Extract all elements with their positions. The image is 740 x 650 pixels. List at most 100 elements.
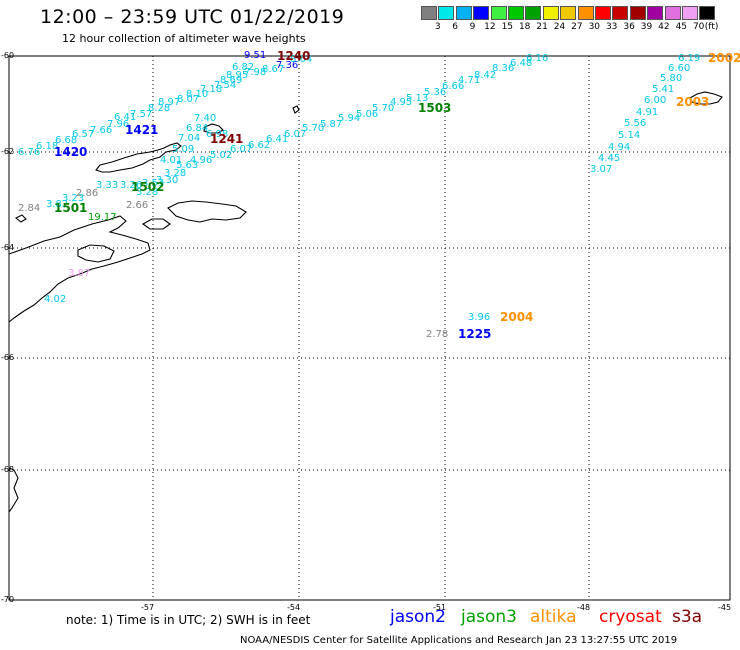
wave-height-label: 4.91 [636, 107, 658, 118]
antarctic-peninsula [8, 215, 151, 323]
colorbar-swatch [699, 6, 716, 20]
wave-height-label: 3.28 [136, 187, 158, 198]
colorbar-swatch [438, 6, 455, 20]
wave-height-label: 5.14 [618, 130, 640, 141]
pass-time-label: 1501 [54, 201, 87, 215]
south-orkney-islands [689, 91, 723, 105]
wave-height-label: 7.18 [200, 84, 222, 95]
wave-height-label: 4.94 [608, 142, 630, 153]
wave-height-label: 5.70 [302, 123, 324, 134]
wave-height-label: 6.60 [668, 63, 690, 74]
map-subtitle: 12 hour collection of altimeter wave hei… [62, 32, 306, 45]
james-ross-island [77, 244, 115, 263]
wave-height-label: 6.41 [114, 112, 136, 123]
colorbar-swatch [682, 6, 698, 20]
joinville-island [167, 200, 247, 223]
wave-height-label: 5.80 [660, 73, 682, 84]
latitude-label: -66 [1, 353, 15, 362]
wave-height-label: 6.16 [526, 53, 548, 64]
pass-time-label: 1502 [131, 180, 164, 194]
graticule [9, 56, 730, 600]
footer-note: note: 1) Time is in UTC; 2) SWH is in fe… [66, 613, 311, 627]
wave-height-label: 6.68 [55, 135, 77, 146]
wave-height-label: 8.69 [220, 75, 242, 86]
wave-height-label: 2.86 [76, 188, 98, 199]
colorbar-swatch [612, 6, 629, 20]
legend-cryosat: cryosat [599, 607, 662, 627]
colorbar-swatch [525, 6, 542, 20]
legend-jason2: jason2 [390, 607, 446, 627]
wave-height-label: 5.70 [372, 103, 394, 114]
coastline [8, 91, 723, 513]
wave-height-label: 8.95 [226, 70, 248, 81]
colorbar-tick-label: 30 [588, 22, 601, 32]
colorbar-tick-label: 42 [658, 22, 670, 32]
wave-height-label: 6.07 [230, 144, 252, 155]
wave-height-label: 8.67 [262, 64, 284, 75]
wave-height-label: 8.64 [290, 54, 312, 65]
wave-height-label: 7.66 [90, 125, 112, 136]
pass-time-label: 1240 [277, 49, 310, 63]
wave-height-label: 6.84 [186, 123, 208, 134]
colorbar-swatch [473, 6, 490, 20]
wave-height-label: 7.36 [276, 60, 298, 71]
wave-height-label: 7.98 [244, 67, 266, 78]
wave-height-label: 19.17 [88, 212, 117, 223]
wave-height-label: 7.57 [130, 109, 152, 120]
islet-west [14, 214, 27, 223]
wave-height-label: 5.63 [176, 160, 198, 171]
wave-height-label: 5.09 [172, 144, 194, 155]
wave-height-label: 9.51 [244, 50, 266, 61]
islet-east [292, 105, 300, 114]
colorbar-tick-label: 3 [434, 22, 441, 32]
colorbar-swatch [647, 6, 664, 20]
latitude-label: -68 [1, 465, 15, 474]
wave-height-label: 7.96 [107, 119, 129, 130]
colorbar-tick-label: 24 [553, 22, 566, 32]
wave-height-label: 8.36 [492, 63, 514, 74]
colorbar-swatch [490, 6, 507, 20]
colorbar-tick-label: 12 [484, 22, 496, 32]
pass-time-label: 2003 [676, 95, 709, 109]
pass-time-label: 1241 [210, 132, 243, 146]
colorbar-tick-label: 70 [692, 22, 705, 32]
colorbar-swatch [664, 6, 681, 20]
wave-height-label: 6.19 [678, 53, 700, 64]
wave-height-label: 6.48 [510, 58, 532, 69]
wave-height-label: 5.94 [338, 113, 360, 124]
legend-altika: altika [530, 607, 577, 627]
colorbar-tick-label: 6 [452, 22, 458, 32]
wave-height-label: 5.02 [210, 150, 232, 161]
pass-time-label: 1421 [125, 123, 158, 137]
wave-height-label: 6.82 [232, 62, 254, 73]
wave-height-label: 6.41 [266, 134, 288, 145]
wave-height-label: 4.95 [390, 97, 412, 108]
colorbar-tick-label: 27 [571, 22, 583, 32]
map-frame [8, 55, 731, 601]
longitude-label: -51 [433, 603, 447, 612]
colorbar-tick-label: 33 [605, 22, 618, 32]
colorbar-swatch [508, 6, 524, 20]
colorbar-swatch [577, 6, 594, 20]
colorbar-swatch [629, 6, 646, 20]
longitude-label: -45 [718, 603, 732, 612]
latitude-label: -60 [1, 51, 15, 60]
wave-height-label: 3.96 [468, 312, 490, 323]
wave-height-label: 4.71 [458, 75, 480, 86]
wave-height-label: 2.66 [126, 200, 148, 211]
wave-height-label: 6.66 [442, 81, 464, 92]
wave-height-label: 8.42 [474, 70, 496, 81]
colorbar-swatch [421, 6, 437, 20]
wave-height-label: 8.97 [158, 97, 180, 108]
wave-height-label: 2.78 [426, 329, 448, 340]
wave-height-label: 3.28 [164, 168, 186, 179]
wave-height-label: 2.84 [18, 203, 40, 214]
colorbar-tick-label: 18 [518, 22, 531, 32]
wave-height-label: 4.01 [160, 155, 182, 166]
wave-height-label: 5.87 [320, 119, 342, 130]
wave-height-label: 3.30 [156, 175, 178, 186]
wave-height-label: 3.23 [62, 193, 84, 204]
legend-s3a: s3a [672, 607, 703, 627]
legend-jason3: jason3 [461, 607, 517, 627]
